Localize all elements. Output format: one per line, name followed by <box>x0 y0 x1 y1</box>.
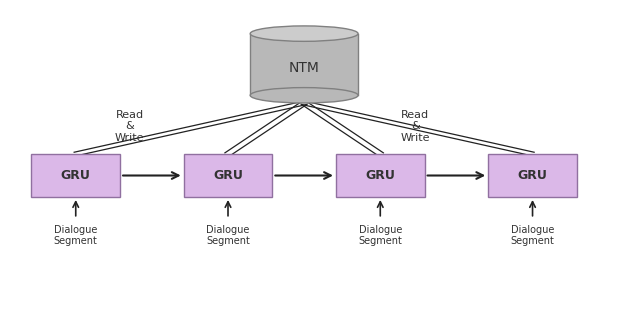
Polygon shape <box>250 34 358 95</box>
Text: Dialogue
Segment: Dialogue Segment <box>206 225 250 246</box>
Ellipse shape <box>250 88 358 103</box>
Text: NTM: NTM <box>289 61 319 74</box>
Text: Dialogue
Segment: Dialogue Segment <box>358 225 402 246</box>
Text: GRU: GRU <box>61 169 91 182</box>
Text: Dialogue
Segment: Dialogue Segment <box>511 225 554 246</box>
Text: GRU: GRU <box>518 169 547 182</box>
Text: Read
&
Write: Read & Write <box>401 110 430 143</box>
Text: GRU: GRU <box>365 169 396 182</box>
Text: Read
&
Write: Read & Write <box>115 110 145 143</box>
FancyBboxPatch shape <box>336 154 425 197</box>
FancyBboxPatch shape <box>488 154 577 197</box>
FancyBboxPatch shape <box>184 154 273 197</box>
Text: Dialogue
Segment: Dialogue Segment <box>54 225 98 246</box>
Ellipse shape <box>250 26 358 41</box>
FancyBboxPatch shape <box>31 154 120 197</box>
Text: GRU: GRU <box>213 169 243 182</box>
